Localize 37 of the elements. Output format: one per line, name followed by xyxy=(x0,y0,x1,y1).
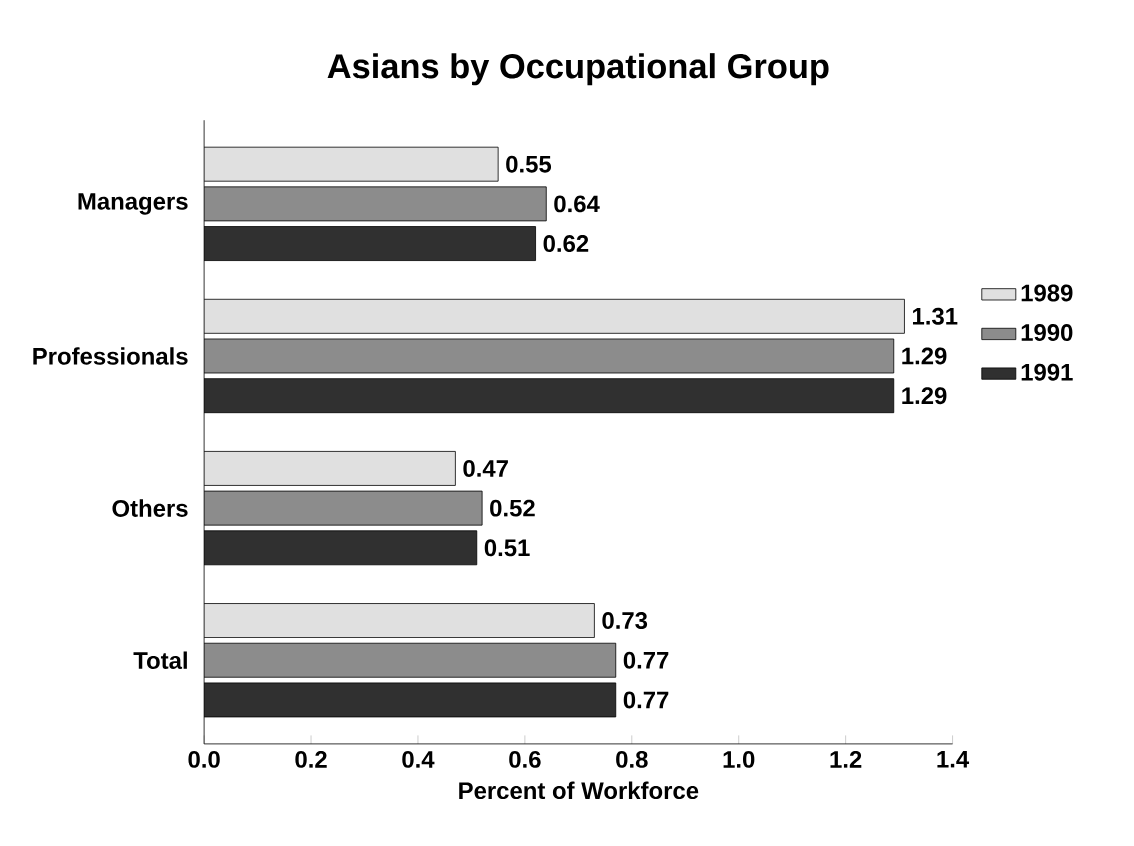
legend-label: 1991 xyxy=(1021,363,1073,381)
data-label: 0.77 xyxy=(623,691,669,709)
x-tick-label: 0.4 xyxy=(402,750,435,768)
data-label: 1.31 xyxy=(912,307,958,325)
x-tick-label: 0.6 xyxy=(509,750,541,768)
data-label: 0.73 xyxy=(602,612,648,630)
x-tick-label: 0.2 xyxy=(295,750,327,768)
bar xyxy=(204,490,483,526)
x-tick-label: 1.2 xyxy=(830,750,862,768)
y-tick-label: Total xyxy=(133,651,187,670)
bar xyxy=(204,642,617,678)
bar xyxy=(204,530,478,566)
x-tick-label: 1.0 xyxy=(723,750,755,768)
bar xyxy=(204,186,547,222)
x-axis-title: Percent of Workforce xyxy=(459,781,699,800)
y-tick-label: Professionals xyxy=(33,347,188,365)
data-label: 1.29 xyxy=(902,347,947,365)
x-tick-label: 1.4 xyxy=(937,750,970,768)
chart-title: Asians by Occupational Group xyxy=(327,53,829,86)
x-tick-label: 0.0 xyxy=(188,750,220,768)
bar xyxy=(204,338,895,374)
bar xyxy=(204,226,536,261)
y-tick-label: Managers xyxy=(78,193,188,215)
data-label: 0.51 xyxy=(484,539,530,557)
bar xyxy=(204,378,895,414)
data-label: 0.47 xyxy=(463,459,508,477)
data-label: 0.52 xyxy=(490,499,535,517)
legend-label: 1989 xyxy=(1021,284,1073,302)
legend-label: 1990 xyxy=(1021,324,1073,342)
bar xyxy=(204,682,617,718)
x-tick-label: 0.8 xyxy=(616,750,648,768)
data-label: 1.29 xyxy=(902,387,947,405)
y-tick-label: Others xyxy=(112,499,188,517)
data-label: 0.62 xyxy=(543,235,589,253)
data-label: 0.64 xyxy=(554,195,600,213)
data-label: 0.77 xyxy=(623,651,669,669)
data-label: 0.55 xyxy=(506,155,552,173)
